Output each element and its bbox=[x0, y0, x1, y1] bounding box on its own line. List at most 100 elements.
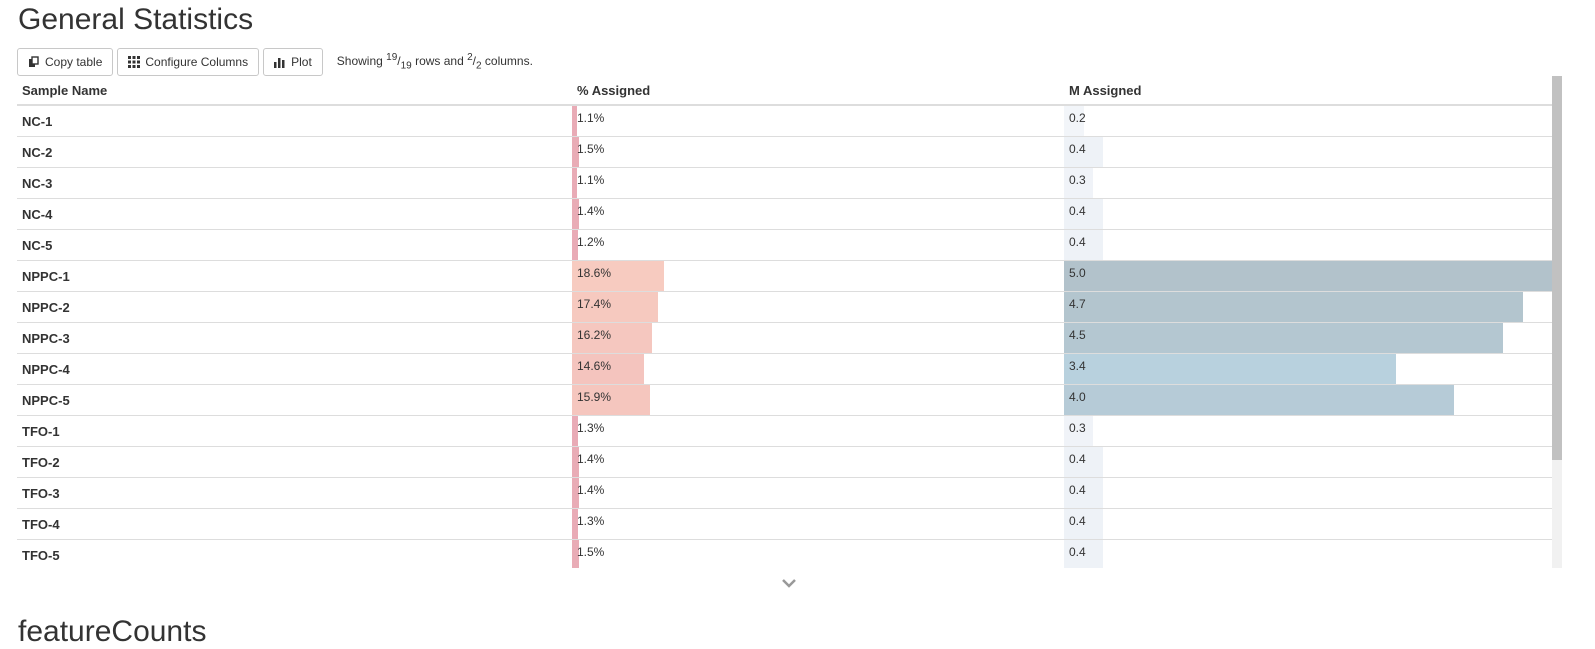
pct-assigned-cell: 1.5% bbox=[572, 539, 1064, 568]
table-scrollbar-thumb[interactable] bbox=[1552, 76, 1562, 460]
m-assigned-bar bbox=[1064, 323, 1504, 353]
pct-assigned-value: 1.3% bbox=[577, 421, 605, 435]
table-row: NPPC-5 15.9% 4.0 bbox=[17, 384, 1552, 416]
m-assigned-bar bbox=[1064, 168, 1094, 198]
m-assigned-cell: 5.0 bbox=[1064, 260, 1552, 292]
pct-assigned-value: 17.4% bbox=[577, 297, 612, 311]
column-header-pct-assigned[interactable]: % Assigned bbox=[572, 76, 1064, 106]
pct-assigned-bar bbox=[572, 416, 579, 446]
table-row: TFO-5 1.5% 0.4 bbox=[17, 539, 1552, 568]
pct-assigned-value: 1.2% bbox=[577, 235, 605, 249]
m-assigned-bar bbox=[1064, 199, 1104, 229]
m-assigned-bar bbox=[1064, 137, 1104, 167]
m-assigned-cell: 0.4 bbox=[1064, 136, 1552, 168]
grid-icon bbox=[128, 56, 141, 68]
table-row: NPPC-4 14.6% 3.4 bbox=[17, 353, 1552, 385]
pct-assigned-cell: 1.2% bbox=[572, 229, 1064, 261]
sample-name-cell: NPPC-5 bbox=[17, 384, 572, 416]
table-row: NC-4 1.4% 0.4 bbox=[17, 198, 1552, 230]
configure-columns-button[interactable]: Configure Columns bbox=[117, 48, 260, 76]
m-assigned-value: 4.7 bbox=[1069, 297, 1086, 311]
pct-assigned-value: 1.1% bbox=[577, 111, 605, 125]
pct-assigned-bar bbox=[572, 199, 579, 229]
m-assigned-cell: 0.3 bbox=[1064, 167, 1552, 199]
pct-assigned-bar bbox=[572, 137, 580, 167]
m-assigned-value: 5.0 bbox=[1069, 266, 1086, 280]
column-header-sample-name[interactable]: Sample Name bbox=[17, 76, 572, 106]
m-assigned-bar bbox=[1064, 106, 1084, 136]
column-header-m-assigned[interactable]: M Assigned bbox=[1064, 76, 1552, 106]
sample-name-cell: NC-4 bbox=[17, 198, 572, 230]
pct-assigned-cell: 1.1% bbox=[572, 104, 1064, 137]
pct-assigned-value: 1.1% bbox=[577, 173, 605, 187]
general-stats-table-container[interactable]: Sample Name % Assigned M Assigned NC-1 1.… bbox=[17, 76, 1562, 568]
pct-assigned-value: 1.4% bbox=[577, 483, 605, 497]
pct-assigned-cell: 14.6% bbox=[572, 353, 1064, 385]
pct-assigned-value: 14.6% bbox=[577, 359, 612, 373]
m-assigned-value: 0.4 bbox=[1069, 452, 1086, 466]
m-assigned-cell: 0.4 bbox=[1064, 477, 1552, 509]
m-assigned-bar bbox=[1064, 447, 1104, 477]
pct-assigned-cell: 1.4% bbox=[572, 446, 1064, 478]
m-assigned-bar bbox=[1064, 540, 1104, 568]
table-row: NC-5 1.2% 0.4 bbox=[17, 229, 1552, 261]
bar-chart-icon bbox=[274, 56, 286, 68]
m-assigned-cell: 0.4 bbox=[1064, 508, 1552, 540]
pct-assigned-value: 1.4% bbox=[577, 452, 605, 466]
sample-name-cell: TFO-3 bbox=[17, 477, 572, 509]
pct-assigned-cell: 15.9% bbox=[572, 384, 1064, 416]
pct-assigned-bar bbox=[572, 509, 579, 539]
m-assigned-cell: 0.3 bbox=[1064, 415, 1552, 447]
table-toolbar: Copy table Configure Columns Plot Showin… bbox=[17, 47, 533, 77]
sample-name-cell: TFO-2 bbox=[17, 446, 572, 478]
m-assigned-cell: 0.4 bbox=[1064, 198, 1552, 230]
showing-rows-text: Showing 19/19 rows and 2/2 columns. bbox=[336, 52, 533, 72]
pct-assigned-cell: 16.2% bbox=[572, 322, 1064, 354]
pct-assigned-cell: 1.4% bbox=[572, 477, 1064, 509]
sample-name-cell: NC-5 bbox=[17, 229, 572, 261]
m-assigned-value: 0.4 bbox=[1069, 142, 1086, 156]
copy-table-label: Copy table bbox=[45, 55, 103, 69]
table-row: NC-3 1.1% 0.3 bbox=[17, 167, 1552, 199]
table-row: TFO-4 1.3% 0.4 bbox=[17, 508, 1552, 540]
pct-assigned-bar bbox=[572, 354, 644, 384]
m-assigned-value: 3.4 bbox=[1069, 359, 1086, 373]
m-assigned-value: 0.2 bbox=[1069, 111, 1086, 125]
sample-name-cell: NPPC-1 bbox=[17, 260, 572, 292]
copy-icon bbox=[28, 56, 40, 68]
m-assigned-cell: 0.4 bbox=[1064, 446, 1552, 478]
m-assigned-bar bbox=[1064, 416, 1094, 446]
configure-columns-label: Configure Columns bbox=[145, 55, 249, 69]
m-assigned-bar bbox=[1064, 509, 1104, 539]
pct-assigned-value: 1.5% bbox=[577, 142, 605, 156]
pct-assigned-bar bbox=[572, 261, 664, 291]
m-assigned-bar bbox=[1064, 230, 1104, 260]
m-assigned-cell: 0.4 bbox=[1064, 539, 1552, 568]
plot-button[interactable]: Plot bbox=[263, 48, 323, 76]
sample-name-cell: TFO-5 bbox=[17, 539, 572, 568]
plot-label: Plot bbox=[291, 55, 312, 69]
table-row: TFO-1 1.3% 0.3 bbox=[17, 415, 1552, 447]
m-assigned-value: 4.0 bbox=[1069, 390, 1086, 404]
table-row: NC-1 1.1% 0.2 bbox=[17, 104, 1552, 137]
pct-assigned-value: 1.5% bbox=[577, 545, 605, 559]
pct-assigned-cell: 18.6% bbox=[572, 260, 1064, 292]
sample-name-cell: TFO-4 bbox=[17, 508, 572, 540]
pct-assigned-cell: 1.1% bbox=[572, 167, 1064, 199]
table-row: NPPC-2 17.4% 4.7 bbox=[17, 291, 1552, 323]
m-assigned-cell: 0.2 bbox=[1064, 104, 1552, 137]
m-assigned-value: 0.4 bbox=[1069, 514, 1086, 528]
sample-name-cell: NPPC-4 bbox=[17, 353, 572, 385]
table-row: TFO-2 1.4% 0.4 bbox=[17, 446, 1552, 478]
pct-assigned-value: 1.4% bbox=[577, 204, 605, 218]
m-assigned-cell: 0.4 bbox=[1064, 229, 1552, 261]
table-row: TFO-3 1.4% 0.4 bbox=[17, 477, 1552, 509]
expand-table-chevron-icon[interactable] bbox=[782, 575, 796, 593]
sample-name-cell: NC-1 bbox=[17, 104, 572, 137]
pct-assigned-cell: 17.4% bbox=[572, 291, 1064, 323]
m-assigned-bar bbox=[1064, 478, 1104, 508]
copy-table-button[interactable]: Copy table bbox=[17, 48, 114, 76]
pct-assigned-value: 1.3% bbox=[577, 514, 605, 528]
m-assigned-value: 0.3 bbox=[1069, 173, 1086, 187]
pct-assigned-bar bbox=[572, 385, 651, 415]
